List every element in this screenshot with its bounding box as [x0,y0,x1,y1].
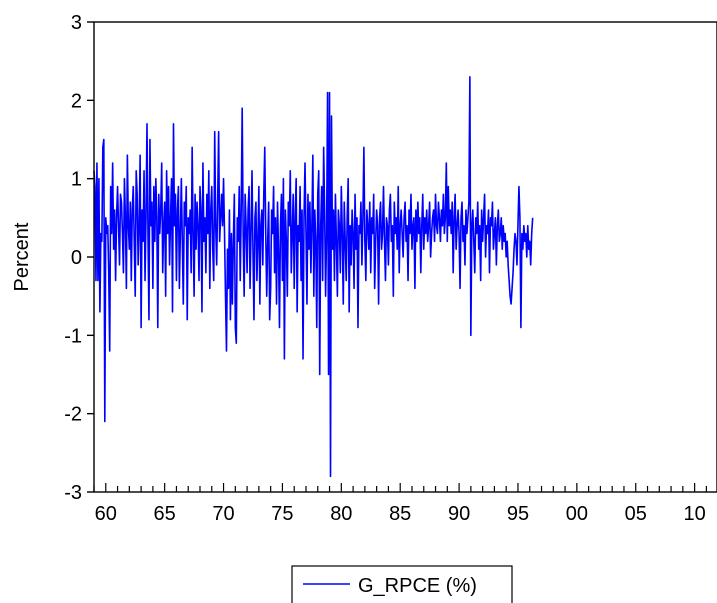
x-axis-tick-labels: 60 65 70 75 80 85 90 95 00 05 10 [95,503,706,525]
x-tick-label: 65 [154,503,176,525]
x-tick-label: 10 [683,503,705,525]
legend: G_RPCE (%) [291,565,513,603]
x-axis-ticks [93,483,708,492]
series-line-g-rpce [93,76,534,478]
y-tick-label: -1 [64,325,82,347]
y-tick-label: 0 [71,247,82,269]
y-tick-label: -2 [64,404,82,426]
x-tick-label: 75 [271,503,293,525]
x-tick-label: 85 [389,503,411,525]
x-tick-label: 05 [625,503,647,525]
x-tick-label: 80 [330,503,352,525]
y-axis-tick-labels: -3 -2 -1 0 1 2 3 [64,12,82,504]
x-tick-label: 95 [507,503,529,525]
x-tick-label: 70 [212,503,234,525]
y-tick-label: 3 [71,12,82,34]
y-tick-label: 1 [71,169,82,191]
x-tick-label: 00 [566,503,588,525]
y-tick-label: -3 [64,482,82,504]
x-tick-label: 60 [95,503,117,525]
plot-frame [93,21,717,493]
legend-label: G_RPCE (%) [358,575,477,597]
y-tick-label: 2 [71,90,82,112]
y-axis-label: Percent [11,222,33,291]
x-tick-label: 90 [448,503,470,525]
y-axis-ticks [87,21,94,493]
